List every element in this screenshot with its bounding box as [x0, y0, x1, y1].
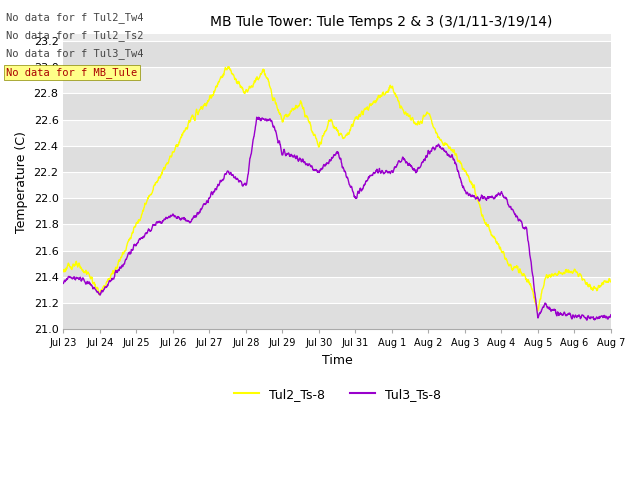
Bar: [63, 251, 611, 277]
Text: No data for f Tul2_Ts2: No data for f Tul2_Ts2: [6, 30, 144, 41]
Bar: [63, 225, 611, 251]
Bar: [63, 93, 611, 120]
Bar: [63, 303, 611, 329]
Text: No data for f Tul3_Tw4: No data for f Tul3_Tw4: [6, 48, 144, 60]
Legend: Tul2_Ts-8, Tul3_Ts-8: Tul2_Ts-8, Tul3_Ts-8: [228, 383, 445, 406]
Bar: [63, 120, 611, 146]
Bar: [63, 67, 611, 93]
X-axis label: Time: Time: [322, 354, 353, 367]
Y-axis label: Temperature (C): Temperature (C): [15, 131, 28, 233]
Bar: [63, 277, 611, 303]
Bar: [63, 146, 611, 172]
Text: No data for f Tul2_Tw4: No data for f Tul2_Tw4: [6, 12, 144, 23]
Bar: [63, 198, 611, 225]
Text: No data for f MB_Tule: No data for f MB_Tule: [6, 67, 138, 78]
Bar: [63, 172, 611, 198]
Title: MB Tule Tower: Tule Temps 2 & 3 (3/1/11-3/19/14): MB Tule Tower: Tule Temps 2 & 3 (3/1/11-…: [210, 15, 552, 29]
Bar: [63, 41, 611, 67]
